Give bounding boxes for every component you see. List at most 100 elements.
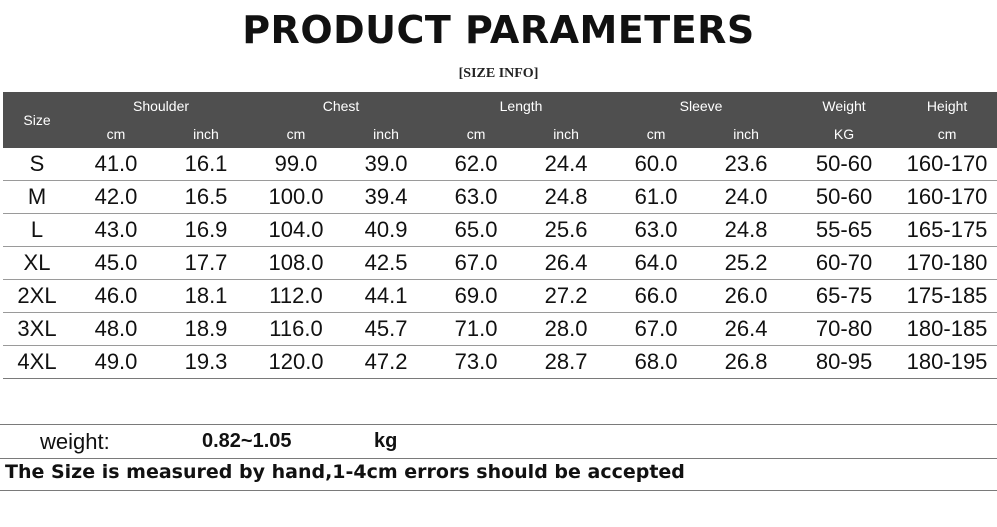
table-row: M 42.0 16.5 100.0 39.4 63.0 24.8 61.0 24… [3,180,997,214]
table-row: 2XL 46.0 18.1 112.0 44.1 69.0 27.2 66.0 … [3,279,997,313]
unit-header: cm [611,120,702,148]
unit-header: inch [701,120,792,148]
table-cell: 16.1 [161,148,252,181]
header-weight: Weight [791,92,898,120]
size-cell: M [3,180,71,214]
table-cell: 42.5 [341,246,432,280]
header-sleeve: Sleeve [611,92,792,120]
table-cell: 71.0 [431,312,522,346]
table-cell: 116.0 [251,312,342,346]
table-cell: 170-180 [897,246,997,280]
table-cell: 160-170 [897,180,997,214]
divider [0,490,997,491]
table-cell: 43.0 [71,213,161,247]
table-cell: 41.0 [71,148,161,181]
table-cell: 69.0 [431,279,522,313]
table-cell: 17.7 [161,246,252,280]
table-cell: 63.0 [431,180,522,214]
unit-header: inch [521,120,612,148]
weight-unit: kg [374,430,398,452]
table-cell: 73.0 [431,345,522,379]
table-cell: 16.9 [161,213,252,247]
table-cell: 47.2 [341,345,432,379]
table-cell: 45.0 [71,246,161,280]
product-weight-row: weight: 0.82~1.05 kg [0,424,997,459]
table-cell: 60-70 [791,246,898,280]
table-cell: 62.0 [431,148,522,181]
unit-header: cm [251,120,342,148]
unit-header: cm [71,120,161,148]
table-header-row-units: cm inch cm inch cm inch cm inch KG cm [3,120,997,148]
table-cell: 60.0 [611,148,702,181]
table-cell: 175-185 [897,279,997,313]
unit-header: inch [161,120,252,148]
header-chest: Chest [251,92,432,120]
table-row: XL 45.0 17.7 108.0 42.5 67.0 26.4 64.0 2… [3,246,997,280]
table-row: 4XL 49.0 19.3 120.0 47.2 73.0 28.7 68.0 … [3,345,997,379]
table-cell: 112.0 [251,279,342,313]
measurement-note: The Size is measured by hand,1-4cm error… [5,461,685,483]
table-cell: 104.0 [251,213,342,247]
table-cell: 42.0 [71,180,161,214]
table-cell: 40.9 [341,213,432,247]
table-cell: 26.0 [701,279,792,313]
table-cell: 100.0 [251,180,342,214]
table-cell: 26.4 [521,246,612,280]
unit-header: cm [897,120,997,148]
table-cell: 45.7 [341,312,432,346]
table-cell: 39.4 [341,180,432,214]
table-cell: 66.0 [611,279,702,313]
size-cell: 2XL [3,279,71,313]
size-cell: S [3,148,71,181]
table-cell: 70-80 [791,312,898,346]
size-cell: XL [3,246,71,280]
table-cell: 26.8 [701,345,792,379]
table-cell: 65.0 [431,213,522,247]
table-cell: 64.0 [611,246,702,280]
table-cell: 50-60 [791,148,898,181]
table-cell: 160-170 [897,148,997,181]
table-cell: 63.0 [611,213,702,247]
table-cell: 67.0 [431,246,522,280]
size-cell: 3XL [3,312,71,346]
table-cell: 80-95 [791,345,898,379]
table-cell: 24.0 [701,180,792,214]
table-row: L 43.0 16.9 104.0 40.9 65.0 25.6 63.0 24… [3,213,997,247]
header-shoulder: Shoulder [71,92,252,120]
size-chart-table: Size Shoulder Chest Length Sleeve Weight… [3,92,997,379]
table-cell: 65-75 [791,279,898,313]
table-cell: 68.0 [611,345,702,379]
table-cell: 55-65 [791,213,898,247]
header-length: Length [431,92,612,120]
table-cell: 18.1 [161,279,252,313]
table-cell: 25.6 [521,213,612,247]
table-cell: 25.2 [701,246,792,280]
table-row: 3XL 48.0 18.9 116.0 45.7 71.0 28.0 67.0 … [3,312,997,346]
table-cell: 26.4 [701,312,792,346]
table-cell: 61.0 [611,180,702,214]
table-header-row-groups: Size Shoulder Chest Length Sleeve Weight… [3,92,997,148]
table-cell: 50-60 [791,180,898,214]
table-cell: 108.0 [251,246,342,280]
table-cell: 180-195 [897,345,997,379]
weight-value: 0.82~1.05 [202,430,292,452]
table-row: S 41.0 16.1 99.0 39.0 62.0 24.4 60.0 23.… [3,148,997,181]
unit-header: inch [341,120,432,148]
table-cell: 28.7 [521,345,612,379]
table-cell: 24.8 [701,213,792,247]
table-cell: 24.8 [521,180,612,214]
table-cell: 99.0 [251,148,342,181]
header-height: Height [897,92,997,120]
table-cell: 27.2 [521,279,612,313]
table-cell: 46.0 [71,279,161,313]
table-cell: 23.6 [701,148,792,181]
unit-header: cm [431,120,522,148]
size-cell: 4XL [3,345,71,379]
unit-header: KG [791,120,898,148]
table-cell: 44.1 [341,279,432,313]
table-cell: 120.0 [251,345,342,379]
table-cell: 48.0 [71,312,161,346]
table-cell: 24.4 [521,148,612,181]
table-cell: 18.9 [161,312,252,346]
table-cell: 67.0 [611,312,702,346]
